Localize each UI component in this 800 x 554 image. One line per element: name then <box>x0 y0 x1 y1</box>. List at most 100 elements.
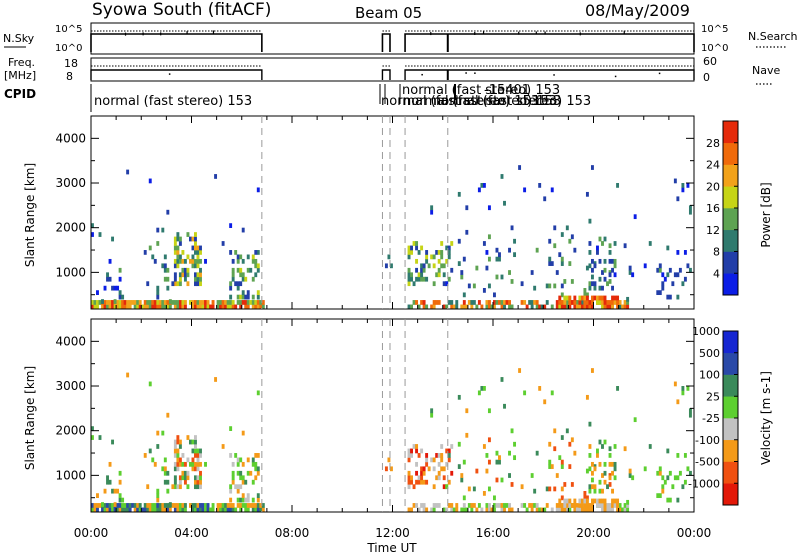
rti-cell <box>578 304 582 310</box>
rti-cell <box>118 493 122 499</box>
rti-cell <box>422 267 426 273</box>
y-tick-label-3: 4000 <box>55 131 86 145</box>
rti-cell <box>181 250 185 255</box>
rti-cell <box>606 281 609 287</box>
rti-cell <box>138 304 142 310</box>
rti-cell <box>234 453 238 458</box>
rti-cell <box>601 270 604 275</box>
rti-cell <box>523 300 527 305</box>
rti-cell <box>229 304 233 310</box>
rti-cell <box>558 503 562 508</box>
rti-cell <box>422 507 426 513</box>
rti-cell <box>241 503 245 508</box>
rti-cell <box>608 243 612 249</box>
rti-cell <box>244 507 248 513</box>
rti-cell <box>510 304 514 310</box>
rti-cell <box>465 432 469 438</box>
rti-cell <box>415 503 419 508</box>
rti-cell <box>181 461 185 467</box>
rti-cell <box>533 285 537 291</box>
rti-cell <box>583 304 587 310</box>
rti-cell <box>214 174 218 179</box>
rti-cell <box>482 386 486 391</box>
rti-cell <box>480 183 484 188</box>
rti-cell <box>101 502 104 507</box>
rti-cell <box>583 288 587 293</box>
rti-cell <box>415 241 419 246</box>
rti-cell <box>611 461 614 467</box>
rti-cell <box>560 300 564 305</box>
rti-cell <box>108 304 112 310</box>
rti-cell <box>251 479 255 485</box>
rti-cell <box>668 497 672 503</box>
rti-cell <box>588 263 592 269</box>
rti-cell <box>533 488 537 494</box>
rti-cell <box>606 507 609 513</box>
rti-cell <box>475 468 479 474</box>
rti-cell <box>98 232 102 237</box>
rti-cell <box>231 475 235 481</box>
rti-cell <box>163 267 167 273</box>
rti-cell <box>166 304 170 310</box>
rti-cell <box>231 258 235 264</box>
rti-cell <box>520 484 524 490</box>
rti-cell <box>176 448 180 454</box>
rti-cell <box>598 285 602 291</box>
rti-cell <box>118 479 122 485</box>
rti-cell <box>588 304 592 310</box>
rti-cell <box>498 459 501 465</box>
rti-cell <box>570 437 574 443</box>
rti-cell <box>490 507 494 513</box>
rti-cell <box>161 466 165 472</box>
rti-cell <box>181 267 185 273</box>
rti-cell <box>194 258 197 264</box>
rti-cell <box>186 281 190 287</box>
rti-cell <box>261 304 265 310</box>
rti-cell <box>113 299 117 304</box>
rti-cell <box>415 444 419 449</box>
rti-cell <box>575 300 579 305</box>
rti-cell <box>588 507 592 513</box>
rti-cell <box>186 267 190 273</box>
rti-cell <box>91 503 94 508</box>
rti-cell <box>156 488 160 494</box>
rti-cell <box>555 304 559 310</box>
rti-cell <box>420 503 424 508</box>
rti-cell <box>598 300 602 305</box>
rti-cell <box>176 258 180 264</box>
rti-cell <box>500 174 504 179</box>
rti-cell <box>166 479 170 485</box>
rti-cell <box>183 304 187 310</box>
freq-mark <box>446 70 449 80</box>
rti-cell <box>106 272 109 278</box>
rti-cell <box>676 453 680 458</box>
rti-cell <box>603 300 607 305</box>
noise-strip-frame <box>90 22 695 55</box>
station-title: Syowa South (fitACF) <box>92 0 271 20</box>
rti-cell <box>256 453 260 458</box>
rti-cell <box>251 507 255 513</box>
rti-cell <box>681 386 685 391</box>
rti-cell <box>538 507 542 513</box>
rti-cell <box>199 479 202 485</box>
rti-cell <box>661 281 665 287</box>
rti-cell <box>236 254 240 260</box>
rti-cell <box>229 503 233 508</box>
rti-cell <box>666 475 670 481</box>
rti-cell <box>417 475 421 481</box>
rti-cell <box>437 475 441 481</box>
rti-cell <box>498 256 501 262</box>
rti-cell <box>148 300 152 305</box>
y-tick-label-0: 1000 <box>55 468 86 482</box>
rti-cell <box>543 196 547 202</box>
rti-cell <box>578 295 582 301</box>
rti-cell <box>628 473 632 478</box>
rti-cell <box>387 457 391 463</box>
rti-cell <box>560 507 564 513</box>
rti-cell <box>178 276 182 282</box>
rti-cell <box>440 241 444 246</box>
rti-cell <box>410 448 413 454</box>
rti-cell <box>583 507 587 513</box>
rti-cell <box>508 270 511 275</box>
rti-cell <box>191 457 195 463</box>
